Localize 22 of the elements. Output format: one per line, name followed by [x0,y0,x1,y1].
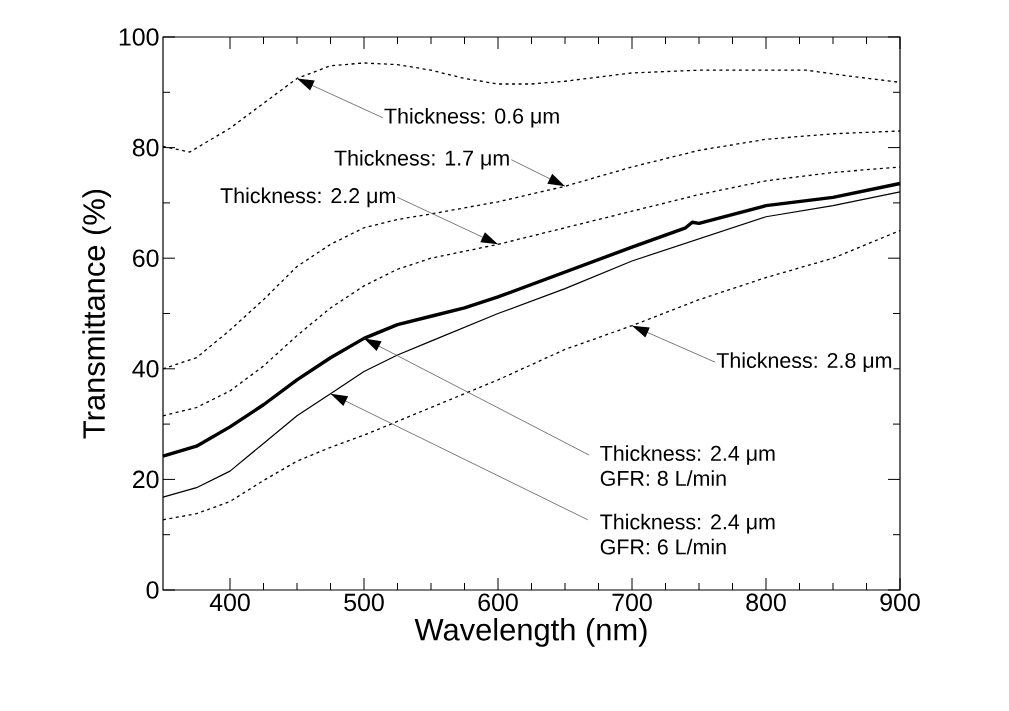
y-tick-label: 80 [132,138,159,157]
y-axis-title: Transmittance (%) [82,189,112,439]
y-tick-label: 40 [132,359,159,378]
x-tick-label: 500 [344,593,384,612]
x-tick-label: 900 [880,593,920,612]
x-tick-label: 600 [478,593,518,612]
annotation: Thickness: 2.2 μm [220,187,395,208]
y-tick-label: 20 [133,470,159,489]
x-axis-title: Wavelength (nm) [414,617,647,647]
annotation: Thickness: 0.6 μm [384,107,559,128]
x-tick-label: 700 [612,593,652,612]
annotation: GFR: 6 L/min [600,538,726,555]
annotation: Thickness: 2.4 μm [600,445,775,465]
annotation: Thickness: 2.8 μm [716,352,892,372]
y-tick-label: 60 [133,249,159,268]
y-tick-label: 0 [146,581,159,599]
annotation: Thickness: 1.7 μm [334,149,509,170]
x-tick-label: 800 [746,593,786,612]
y-tick-label: 100 [119,28,159,46]
x-tick-label: 400 [209,593,250,612]
annotation: GFR: 8 L/min [600,470,726,486]
annotation: Thickness: 2.4 μm [600,513,775,534]
